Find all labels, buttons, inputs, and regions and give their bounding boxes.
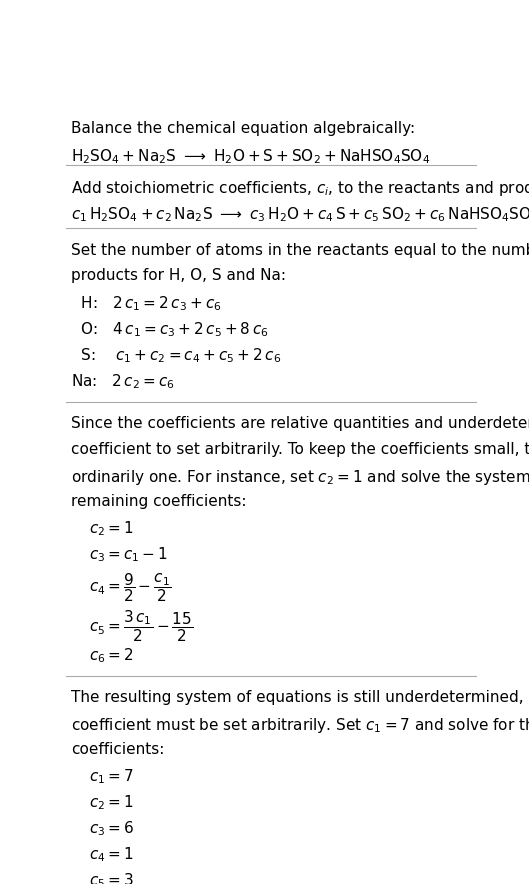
Text: Since the coefficients are relative quantities and underdetermined, choose a: Since the coefficients are relative quan… <box>71 416 529 431</box>
Text: $c_5 = 3$: $c_5 = 3$ <box>89 871 133 884</box>
Text: $c_3 = c_1 - 1$: $c_3 = c_1 - 1$ <box>89 545 168 564</box>
Text: Set the number of atoms in the reactants equal to the number of atoms in the: Set the number of atoms in the reactants… <box>71 242 529 257</box>
Text: The resulting system of equations is still underdetermined, so an additional: The resulting system of equations is sti… <box>71 690 529 705</box>
Text: $c_6 = 2$: $c_6 = 2$ <box>89 646 133 665</box>
Text: $c_4 = \dfrac{9}{2} - \dfrac{c_1}{2}$: $c_4 = \dfrac{9}{2} - \dfrac{c_1}{2}$ <box>89 571 171 604</box>
Text: Na: $\ \ 2\,c_2 = c_6$: Na: $\ \ 2\,c_2 = c_6$ <box>71 372 175 391</box>
Text: remaining coefficients:: remaining coefficients: <box>71 493 247 508</box>
Text: products for H, O, S and Na:: products for H, O, S and Na: <box>71 269 287 284</box>
Text: coefficients:: coefficients: <box>71 742 165 757</box>
Text: S: $\ \ \ c_1 + c_2 = c_4 + c_5 + 2\,c_6$: S: $\ \ \ c_1 + c_2 = c_4 + c_5 + 2\,c_6… <box>71 347 282 365</box>
Text: Add stoichiometric coefficients, $c_i$, to the reactants and products:: Add stoichiometric coefficients, $c_i$, … <box>71 179 529 198</box>
Text: ordinarily one. For instance, set $c_2 = 1$ and solve the system of equations fo: ordinarily one. For instance, set $c_2 =… <box>71 468 529 487</box>
Text: $c_2 = 1$: $c_2 = 1$ <box>89 794 133 812</box>
Text: $c_3 = 6$: $c_3 = 6$ <box>89 819 134 838</box>
Text: Balance the chemical equation algebraically:: Balance the chemical equation algebraica… <box>71 121 416 136</box>
Text: $c_5 = \dfrac{3\,c_1}{2} - \dfrac{15}{2}$: $c_5 = \dfrac{3\,c_1}{2} - \dfrac{15}{2}… <box>89 608 193 644</box>
Text: $c_1 = 7$: $c_1 = 7$ <box>89 767 133 786</box>
Text: $c_1\,\mathrm{H_2SO_4} + c_2\,\mathrm{Na_2S} \ \longrightarrow \ c_3\,\mathrm{H_: $c_1\,\mathrm{H_2SO_4} + c_2\,\mathrm{Na… <box>71 205 529 224</box>
Text: H: $\ \ 2\,c_1 = 2\,c_3 + c_6$: H: $\ \ 2\,c_1 = 2\,c_3 + c_6$ <box>71 294 222 313</box>
Text: $\mathrm{H_2SO_4 + Na_2S \ \longrightarrow \ H_2O + S + SO_2 + NaHSO_4SO_4}$: $\mathrm{H_2SO_4 + Na_2S \ \longrightarr… <box>71 147 431 165</box>
Text: $c_4 = 1$: $c_4 = 1$ <box>89 845 133 864</box>
Text: coefficient must be set arbitrarily. Set $c_1 = 7$ and solve for the remaining: coefficient must be set arbitrarily. Set… <box>71 716 529 735</box>
Text: $c_2 = 1$: $c_2 = 1$ <box>89 520 133 538</box>
Text: O: $\ \ 4\,c_1 = c_3 + 2\,c_5 + 8\,c_6$: O: $\ \ 4\,c_1 = c_3 + 2\,c_5 + 8\,c_6$ <box>71 320 269 339</box>
Text: coefficient to set arbitrarily. To keep the coefficients small, the arbitrary va: coefficient to set arbitrarily. To keep … <box>71 442 529 457</box>
